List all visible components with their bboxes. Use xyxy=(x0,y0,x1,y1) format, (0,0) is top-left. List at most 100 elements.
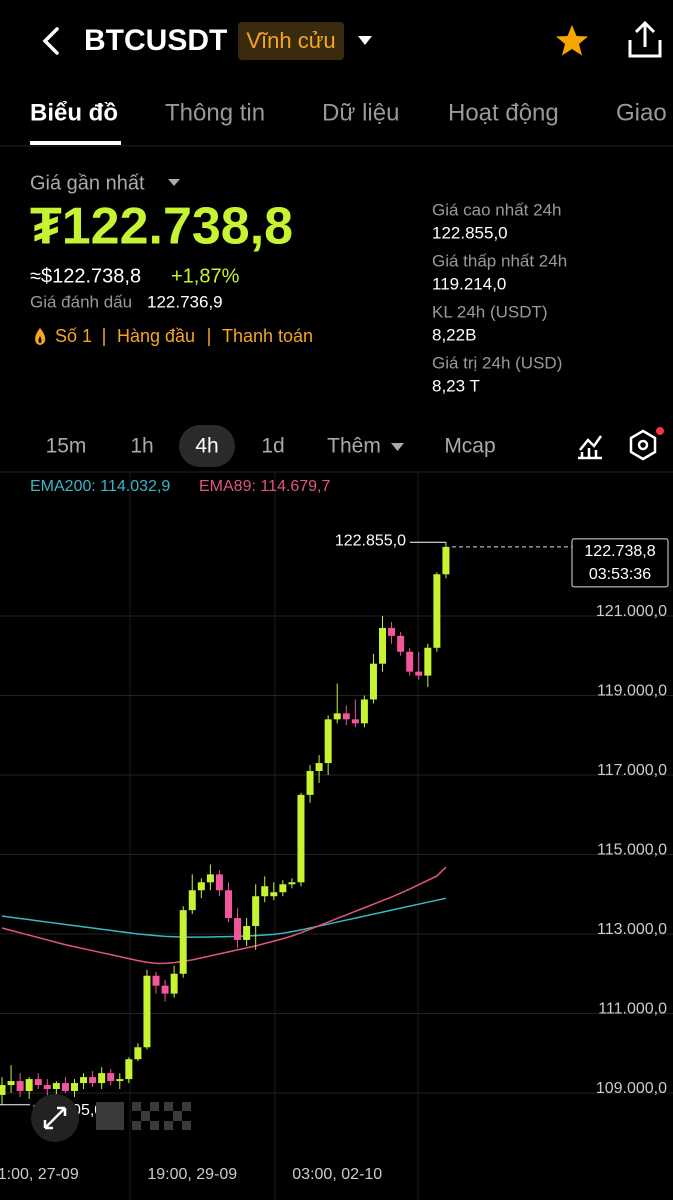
ema-line xyxy=(1,897,447,938)
timeframe[interactable]: 1d xyxy=(261,435,284,458)
candle-body xyxy=(369,663,377,700)
countdown: 03:53:36 xyxy=(589,566,651,583)
badge-bg xyxy=(238,22,344,60)
mark-price: 122.736,9 xyxy=(147,292,223,311)
high-label: 122.855,0 xyxy=(335,532,406,549)
share-button[interactable] xyxy=(628,20,662,58)
candle-body xyxy=(61,1083,69,1092)
candle-body xyxy=(197,882,205,891)
timeframe[interactable]: Thêm xyxy=(327,435,381,458)
candle-body xyxy=(215,874,223,891)
candle-body xyxy=(16,1081,24,1092)
candle-body xyxy=(351,719,359,724)
candle-body xyxy=(342,713,350,720)
candle-body xyxy=(89,1077,97,1084)
tag[interactable]: Thanh toán xyxy=(222,326,313,346)
candle-body xyxy=(433,574,441,648)
candle-body xyxy=(360,699,368,724)
last-price-label: 122.738,8 xyxy=(584,543,655,560)
price-label: Giá gần nhất xyxy=(30,172,145,194)
tag[interactable]: Hàng đầu xyxy=(117,326,195,346)
candle-body xyxy=(442,546,450,575)
candle-body xyxy=(288,882,296,885)
last-price-box xyxy=(571,538,669,588)
timeframe[interactable]: Mcap xyxy=(444,435,495,458)
candle-body xyxy=(315,763,323,772)
candle-body xyxy=(415,671,423,676)
back-button[interactable] xyxy=(42,27,59,55)
candle-body xyxy=(34,1079,42,1086)
y-tick-label: 113.000,0 xyxy=(597,921,667,938)
tab[interactable]: Dữ liệu xyxy=(322,99,399,126)
y-tick-label: 121.000,0 xyxy=(596,603,667,620)
y-tick-label: 117.000,0 xyxy=(597,762,667,779)
candle-body xyxy=(333,713,341,720)
tag[interactable]: Số 1 xyxy=(55,326,92,346)
timeframe[interactable]: 1h xyxy=(130,435,153,458)
tab[interactable]: Hoạt động xyxy=(448,99,559,126)
candle-body xyxy=(161,985,169,994)
stat-label: KL 24h (USDT) xyxy=(432,302,548,321)
ema-line xyxy=(1,866,447,965)
dropdown-caret[interactable] xyxy=(358,36,372,45)
candle-body xyxy=(0,1085,6,1095)
legend-entry: EMA200: 114.032,9 xyxy=(30,478,170,495)
stat-value: 8,23 T xyxy=(432,376,480,395)
watermark xyxy=(96,1102,191,1130)
candle-body xyxy=(252,896,260,927)
settings-button[interactable] xyxy=(629,429,657,461)
x-tick-label: 03:00, 02-10 xyxy=(292,1166,382,1183)
timeframe[interactable]: 15m xyxy=(46,435,87,458)
candle-body xyxy=(25,1079,33,1092)
last-price: ₮122.738,8 xyxy=(30,198,293,256)
candle-body xyxy=(279,884,287,893)
candle-body xyxy=(297,794,305,883)
candle-body xyxy=(306,771,314,795)
timeframe-pill xyxy=(179,425,235,467)
x-tick-label: 19:00, 29-09 xyxy=(147,1166,237,1183)
tab[interactable]: Thông tin xyxy=(165,99,265,126)
stat-value: 122.855,0 xyxy=(432,223,508,242)
symbol: BTCUSDT xyxy=(84,24,227,57)
candle-body xyxy=(179,910,187,974)
candle-body xyxy=(98,1073,106,1084)
candle-body xyxy=(388,627,396,636)
candle-body xyxy=(234,918,242,940)
stat-value: 8,22B xyxy=(432,325,476,344)
candle-body xyxy=(225,890,232,919)
tab[interactable]: Biểu đồ xyxy=(30,99,118,126)
candle-body xyxy=(152,975,160,986)
candlestick-chart: 109.000,0 111.000,0 113.000,0 115.000,0 117.… xyxy=(0,478,673,1183)
candle-body xyxy=(379,627,387,664)
candle-body xyxy=(107,1073,115,1082)
candle-body xyxy=(170,973,178,994)
candle-body xyxy=(397,635,405,652)
caret[interactable] xyxy=(168,179,180,186)
usd-price: ≈$122.738,8 xyxy=(30,265,141,287)
candle-body xyxy=(7,1081,15,1086)
candle-body xyxy=(80,1077,88,1084)
candle-body xyxy=(125,1059,133,1080)
notification-dot xyxy=(656,427,664,435)
candle-body xyxy=(261,886,269,897)
candle-body xyxy=(424,647,432,676)
tab[interactable]: Giao xyxy=(616,99,667,126)
mark-label: Giá đánh dấu xyxy=(30,292,132,311)
y-tick-label: 111.000,0 xyxy=(598,1001,667,1018)
change: +1,87% xyxy=(171,265,240,287)
candle-body xyxy=(270,892,278,897)
favorite-star[interactable] xyxy=(556,25,588,56)
y-tick-label: 109.000,0 xyxy=(596,1080,667,1097)
stat-label: Giá cao nhất 24h xyxy=(432,200,561,219)
badge[interactable]: Vĩnh cửu xyxy=(246,28,335,53)
candle-body xyxy=(243,926,251,940)
candle-body xyxy=(116,1079,124,1082)
caret[interactable] xyxy=(391,443,404,451)
candle-body xyxy=(143,975,151,1048)
indicator-button[interactable] xyxy=(578,435,603,460)
timeframe[interactable]: 4h xyxy=(195,435,218,458)
stat-label: Giá trị 24h (USD) xyxy=(432,353,562,372)
